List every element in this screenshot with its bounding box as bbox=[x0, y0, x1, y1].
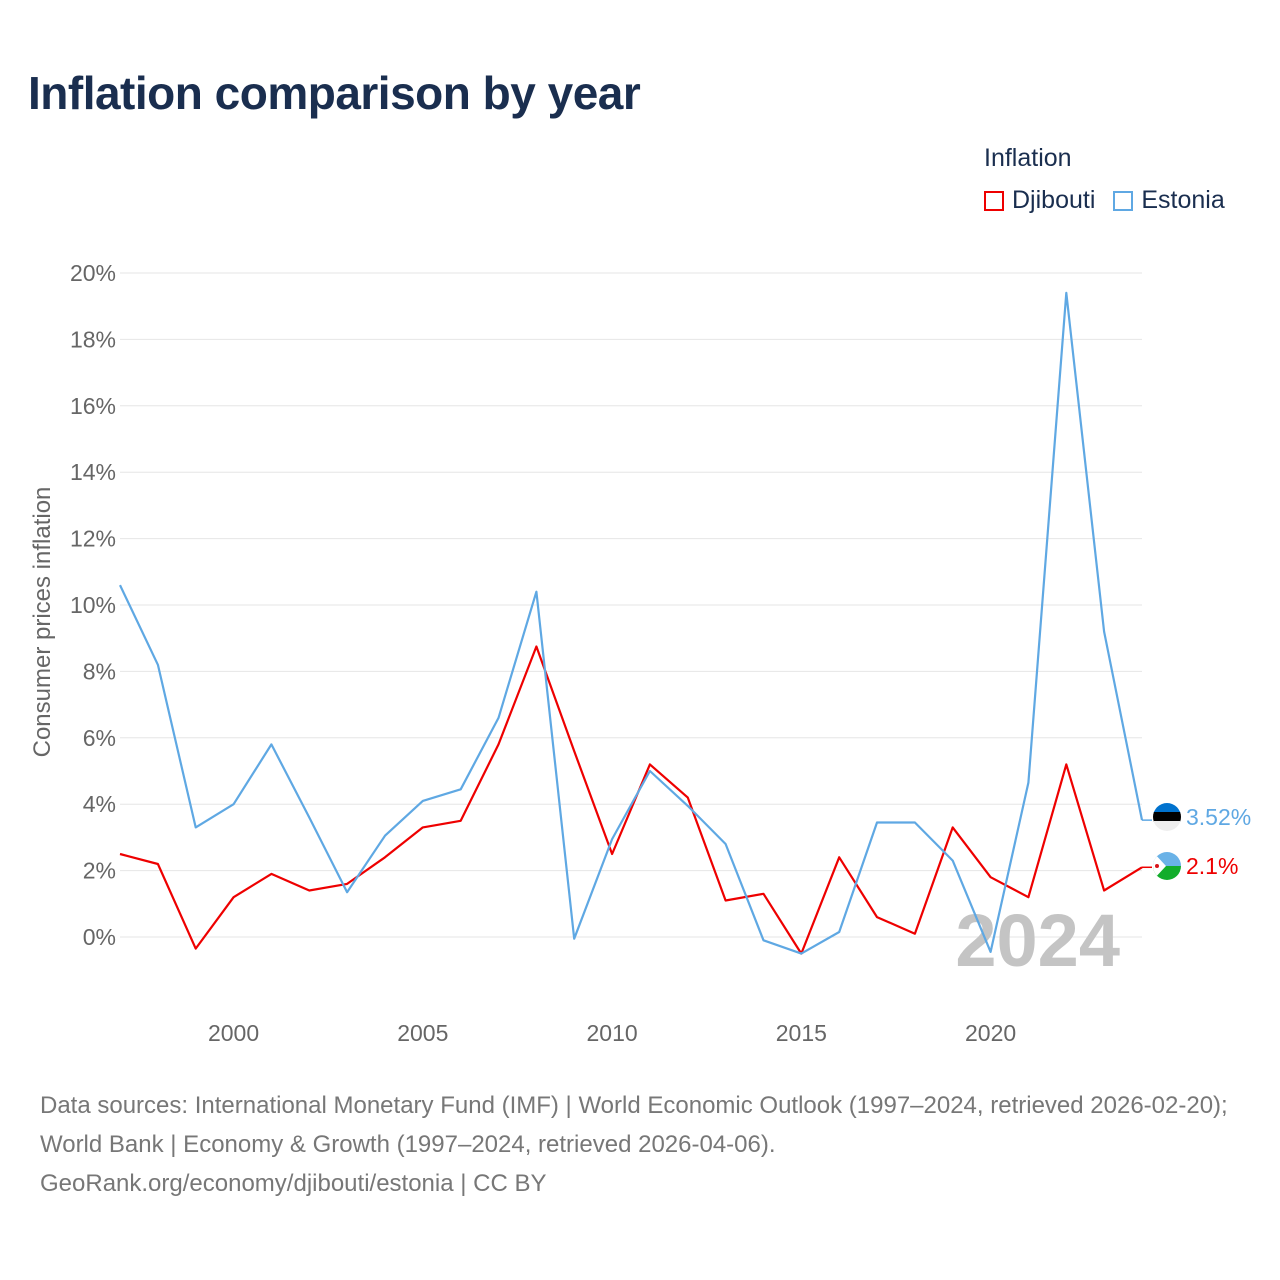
legend-label-djibouti: Djibouti bbox=[1012, 186, 1096, 214]
series-lines bbox=[119, 291, 1152, 955]
legend-title: Inflation bbox=[984, 144, 1072, 172]
y-axis: 0% 2% 4% 6% 8% 10% 12% 14% 16% 18% 20% bbox=[70, 260, 116, 950]
y-tick-label: 6% bbox=[83, 725, 116, 751]
series-line-estonia bbox=[119, 291, 1144, 955]
series-line-djibouti bbox=[119, 645, 1143, 955]
y-tick-label: 12% bbox=[70, 526, 116, 552]
chart-title: Inflation comparison by year bbox=[28, 67, 641, 119]
y-tick-label: 4% bbox=[83, 791, 116, 817]
y-tick-label: 10% bbox=[70, 592, 116, 618]
legend-item-estonia[interactable]: Estonia bbox=[1113, 186, 1225, 215]
y-tick-label: 18% bbox=[70, 326, 116, 352]
y-axis-label: Consumer prices inflation bbox=[29, 487, 56, 758]
end-label-estonia: 3.52% bbox=[1186, 804, 1251, 830]
legend-swatch-estonia bbox=[1113, 190, 1134, 211]
x-tick-label: 2020 bbox=[965, 1020, 1016, 1046]
flag-djibouti-icon bbox=[1153, 852, 1181, 880]
data-sources: Data sources: International Monetary Fun… bbox=[40, 1092, 1228, 1158]
x-tick-label: 2000 bbox=[208, 1020, 259, 1046]
x-axis: 2000 2005 2010 2015 2020 bbox=[208, 1020, 1016, 1046]
year-watermark: 2024 bbox=[955, 899, 1120, 982]
y-tick-label: 0% bbox=[83, 924, 116, 950]
legend-label-estonia: Estonia bbox=[1141, 186, 1225, 214]
x-tick-label: 2015 bbox=[776, 1020, 827, 1046]
y-tick-label: 14% bbox=[70, 459, 116, 485]
end-label-djibouti: 2.1% bbox=[1186, 853, 1238, 879]
grid bbox=[120, 272, 1142, 938]
y-tick-label: 2% bbox=[83, 858, 116, 884]
legend-item-djibouti[interactable]: Djibouti bbox=[984, 186, 1095, 215]
credit-link[interactable]: GeoRank.org/economy/djibouti/estonia | C… bbox=[40, 1170, 547, 1197]
y-tick-label: 16% bbox=[70, 393, 116, 419]
footer: Data sources: International Monetary Fun… bbox=[40, 1086, 1250, 1203]
flag-estonia-icon bbox=[1153, 803, 1181, 831]
x-tick-label: 2005 bbox=[397, 1020, 448, 1046]
legend-swatch-djibouti bbox=[984, 190, 1004, 211]
line-chart: 0% 2% 4% 6% 8% 10% 12% 14% 16% 18% 20% 2000 2005 201… bbox=[29, 260, 1251, 1046]
legend: Djibouti Estonia bbox=[984, 186, 1225, 215]
y-tick-label: 8% bbox=[83, 658, 116, 684]
x-tick-label: 2010 bbox=[586, 1020, 637, 1046]
y-tick-label: 20% bbox=[70, 260, 116, 286]
